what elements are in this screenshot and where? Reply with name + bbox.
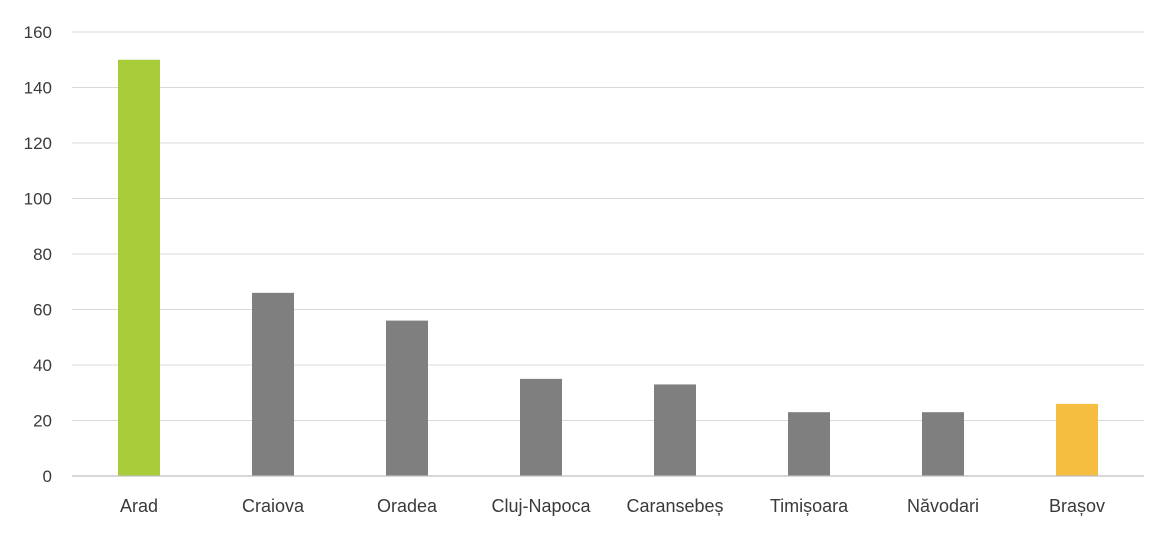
y-axis-ticks: 0 20 40 60 80 100 120 140 160 — [24, 23, 52, 486]
y-tick-label: 140 — [24, 79, 52, 98]
y-tick-label: 160 — [24, 23, 52, 42]
y-tick-label: 100 — [24, 190, 52, 209]
bar-oradea — [386, 320, 428, 476]
gridlines — [72, 31, 1144, 421]
bar-n-vodari — [922, 412, 964, 476]
y-tick-label: 80 — [33, 245, 52, 264]
x-category-label: Timișoara — [770, 496, 849, 516]
x-category-label: Craiova — [242, 496, 305, 516]
y-tick-label: 40 — [33, 356, 52, 375]
bar-caransebe- — [654, 384, 696, 476]
y-tick-label: 20 — [33, 412, 52, 431]
x-axis-labels: Arad Craiova Oradea Cluj-Napoca Caransebeș Ti… — [120, 496, 1105, 516]
x-category-label: Cluj-Napoca — [491, 496, 591, 516]
x-category-label: Oradea — [377, 496, 438, 516]
x-category-label: Arad — [120, 496, 158, 516]
x-category-label: Năvodari — [907, 496, 979, 516]
bar-bra-ov — [1056, 403, 1098, 476]
bar-cluj-napoca — [520, 378, 562, 476]
bar-arad — [118, 59, 160, 476]
x-category-label: Brașov — [1049, 496, 1105, 516]
y-tick-label: 0 — [43, 467, 52, 486]
y-tick-label: 120 — [24, 134, 52, 153]
bar-timi-oara — [788, 412, 830, 476]
bar-craiova — [252, 292, 294, 476]
y-tick-label: 60 — [33, 301, 52, 320]
x-category-label: Caransebeș — [626, 496, 723, 516]
bars — [118, 59, 1098, 476]
